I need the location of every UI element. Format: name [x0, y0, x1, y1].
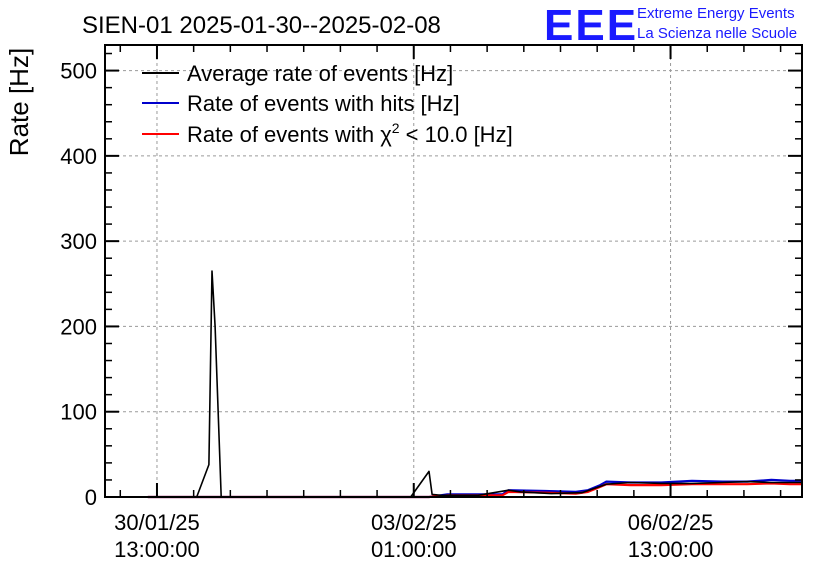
eee-logo-line2: La Scienza nelle Scuole	[637, 25, 797, 42]
legend-label-main: Average rate of events [Hz]	[187, 61, 453, 86]
legend-label-0: Average rate of events [Hz]	[187, 61, 453, 86]
y-tick-label: 0	[85, 485, 97, 510]
legend-label-main: Rate of events with χ	[187, 122, 392, 147]
eee-logo: EEE Extreme Energy Events La Scienza nel…	[544, 1, 797, 50]
x-tick-label-date: 30/01/25	[114, 510, 200, 535]
x-tick-label-time: 13:00:00	[114, 537, 200, 562]
eee-logo-mark: EEE	[544, 1, 638, 50]
y-tick-label: 500	[60, 59, 97, 84]
y-tick-label: 400	[60, 144, 97, 169]
legend: Average rate of events [Hz] Rate of event…	[142, 61, 513, 147]
y-tick-label: 300	[60, 229, 97, 254]
series-line-0	[147, 270, 802, 498]
y-tick-label: 100	[60, 400, 97, 425]
y-axis-label: Rate [Hz]	[4, 48, 34, 156]
x-tick-label-time: 13:00:00	[628, 537, 714, 562]
grid	[105, 45, 802, 497]
legend-label-2: Rate of events with χ2 < 10.0 [Hz]	[187, 120, 513, 147]
legend-label-superscript: 2	[392, 120, 400, 136]
x-tick-label-time: 01:00:00	[371, 537, 457, 562]
x-tick-label-date: 03/02/25	[371, 510, 457, 535]
y-tick-label: 200	[60, 314, 97, 339]
chart-title: SIEN-01 2025-01-30--2025-02-08	[82, 12, 441, 39]
plot-frame	[104, 44, 803, 498]
series-layer	[147, 270, 802, 499]
eee-logo-line1: Extreme Energy Events	[637, 5, 795, 22]
axis-ticks: 010020030040050030/01/2513:00:0003/02/25…	[60, 45, 802, 562]
legend-label-1: Rate of events with hits [Hz]	[187, 91, 460, 116]
legend-label-rest: < 10.0 [Hz]	[400, 122, 513, 147]
x-tick-label-date: 06/02/25	[628, 510, 714, 535]
legend-label-main: Rate of events with hits [Hz]	[187, 91, 460, 116]
